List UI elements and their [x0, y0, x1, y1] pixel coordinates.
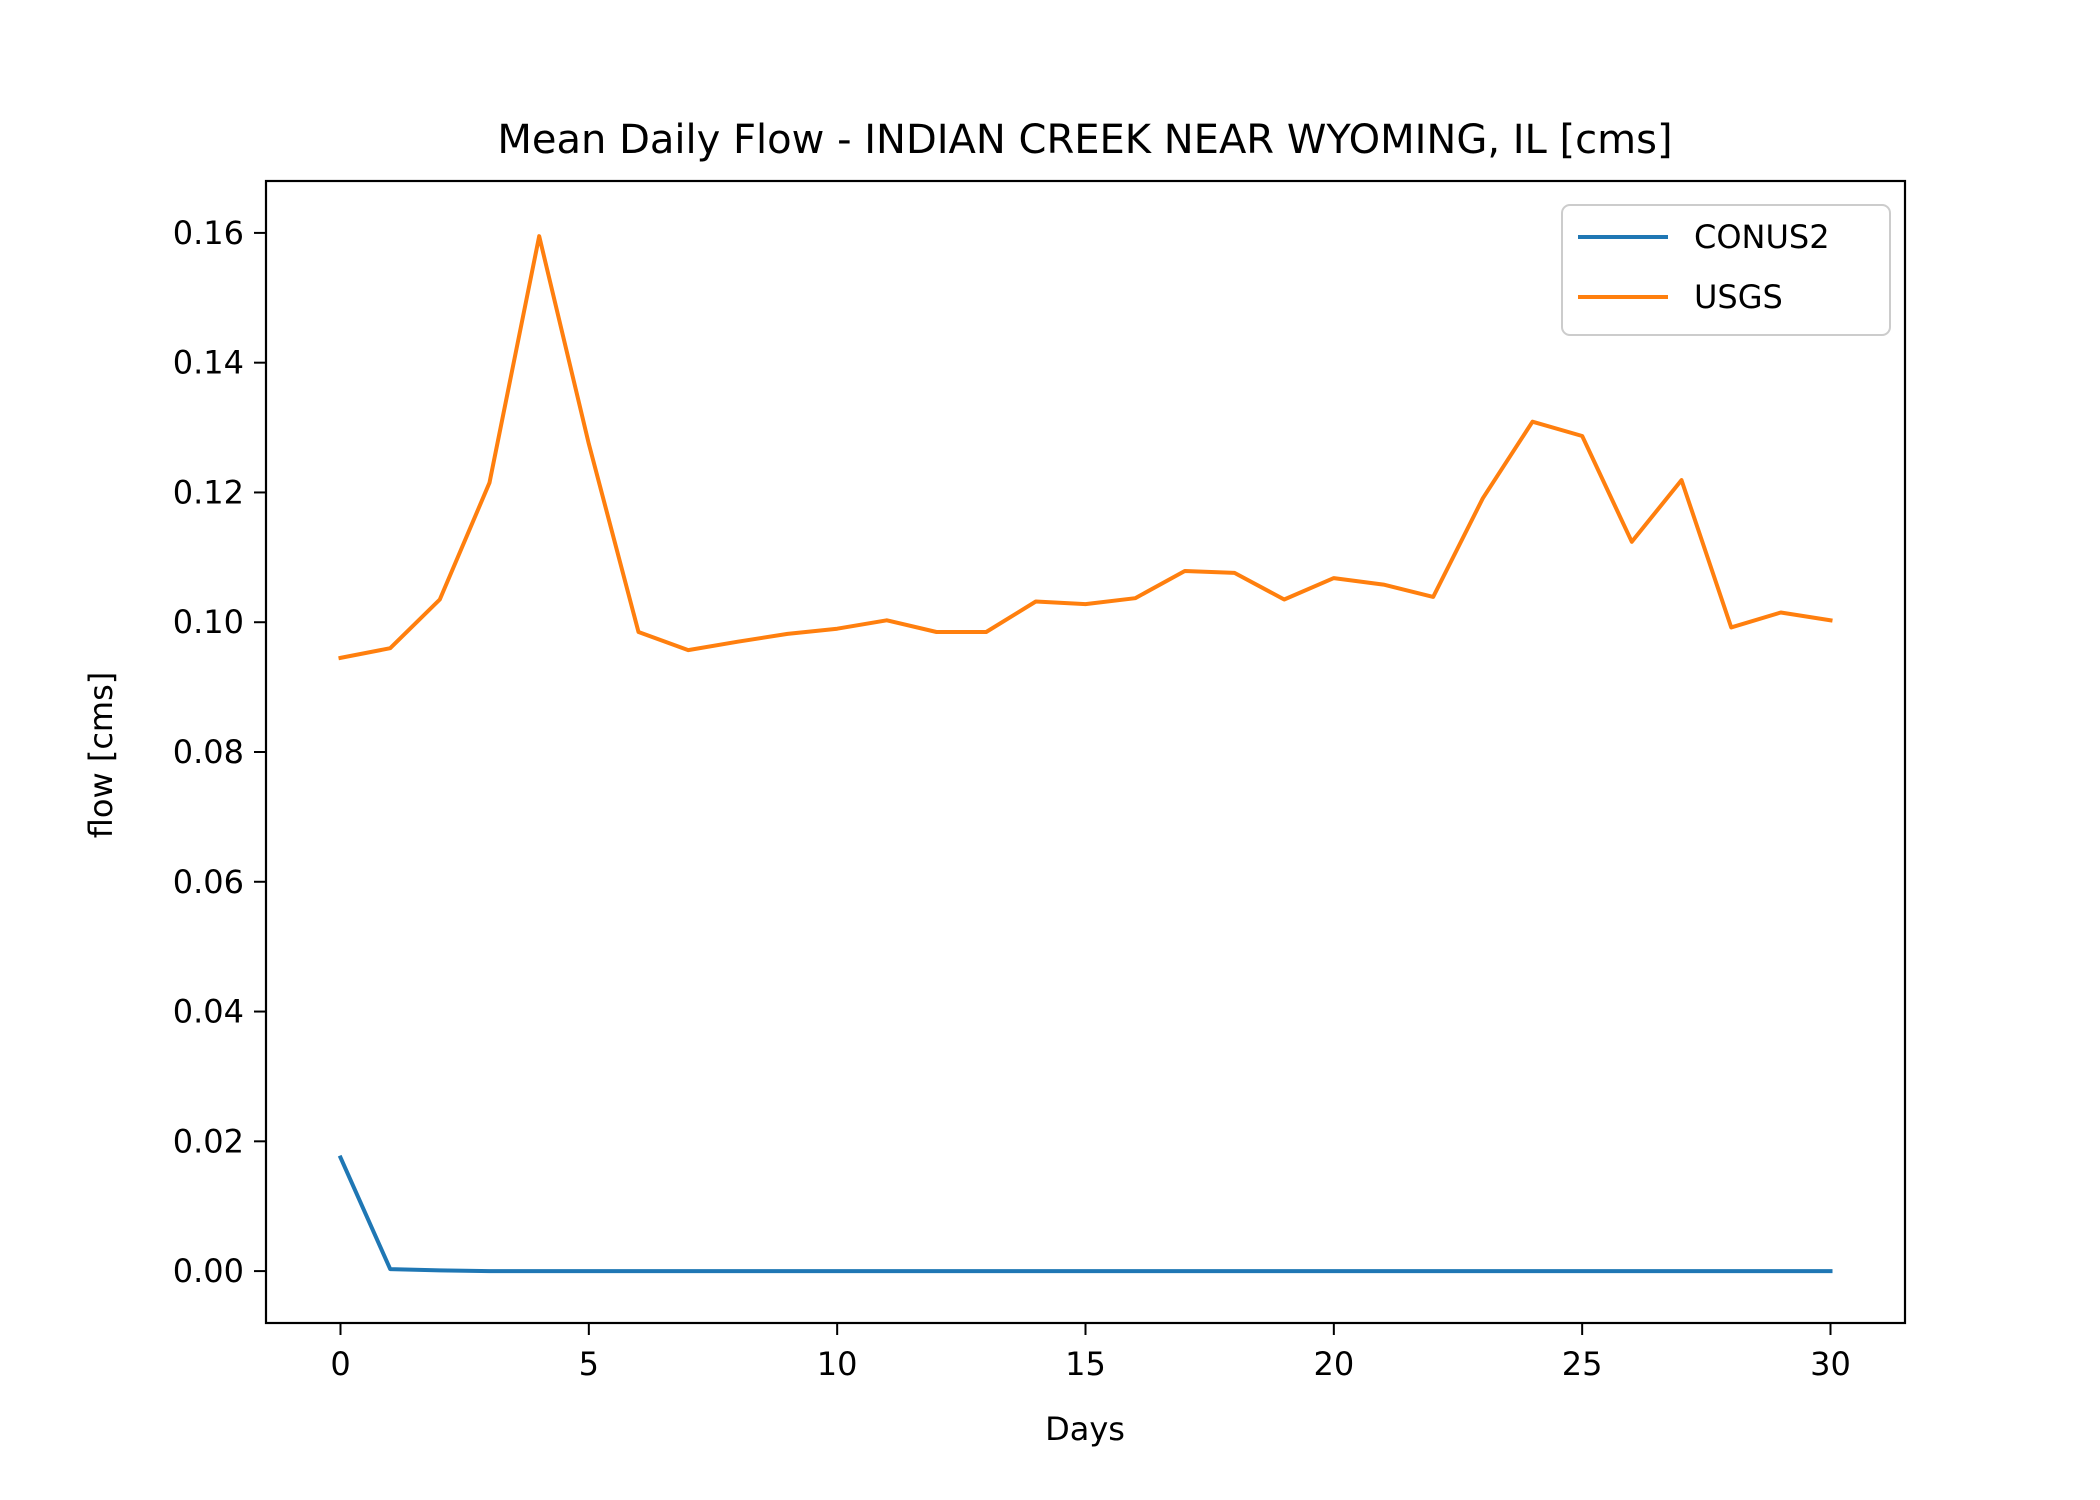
- legend-label-usgs: USGS: [1694, 278, 1783, 316]
- x-tick-label: 30: [1810, 1345, 1851, 1383]
- y-axis-ticks: 0.00 0.02 0.04 0.06 0.08 0.10 0.12 0.14 0.16: [173, 214, 266, 1290]
- y-tick-label: 0.14: [173, 344, 244, 382]
- y-tick-label: 0.12: [173, 473, 244, 511]
- y-tick-label: 0.06: [173, 863, 244, 901]
- legend: CONUS2 USGS: [1561, 204, 1891, 336]
- x-axis-label: Days: [1045, 1410, 1125, 1448]
- x-tick-label: 20: [1313, 1345, 1354, 1383]
- series-line-conus2: [337, 1154, 1833, 1274]
- x-tick-label: 0: [330, 1345, 350, 1383]
- y-tick-label: 0.10: [173, 603, 244, 641]
- y-tick-label: 0.04: [173, 993, 244, 1031]
- y-tick-label: 0.00: [173, 1252, 244, 1290]
- x-tick-label: 5: [579, 1345, 599, 1383]
- x-tick-label: 25: [1562, 1345, 1603, 1383]
- series-line-usgs: [338, 234, 1833, 661]
- y-axis-label: flow [cms]: [82, 672, 120, 838]
- x-tick-label: 10: [817, 1345, 858, 1383]
- chart-title: Mean Daily Flow - INDIAN CREEK NEAR WYOM…: [497, 117, 1672, 163]
- x-tick-label: 15: [1065, 1345, 1106, 1383]
- y-tick-label: 0.16: [173, 214, 244, 252]
- x-axis-ticks: 0 5 10 15 20 25 30: [330, 1323, 1851, 1383]
- y-tick-label: 0.02: [173, 1122, 244, 1160]
- series-layer: [337, 234, 1833, 1274]
- y-tick-label: 0.08: [173, 733, 244, 771]
- legend-label-conus2: CONUS2: [1694, 218, 1830, 256]
